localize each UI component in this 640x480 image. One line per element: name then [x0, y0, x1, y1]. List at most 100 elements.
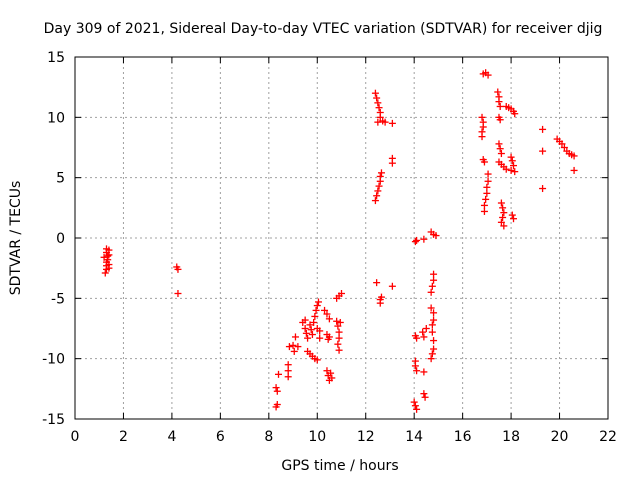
- data-point: [334, 322, 342, 330]
- data-point: [284, 367, 292, 375]
- data-point: [375, 104, 383, 112]
- x-tick-label: 22: [599, 429, 617, 445]
- data-point: [301, 316, 309, 324]
- data-point: [430, 337, 438, 345]
- data-point: [427, 288, 435, 296]
- data-point: [311, 312, 319, 320]
- x-tick-label: 14: [405, 429, 423, 445]
- data-point: [510, 215, 518, 223]
- data-point: [174, 265, 182, 273]
- data-point: [324, 335, 332, 343]
- data-point: [419, 328, 427, 336]
- data-point: [411, 362, 419, 370]
- data-point: [570, 166, 578, 174]
- x-tick-label: 6: [216, 429, 225, 445]
- data-point: [428, 350, 436, 358]
- data-point: [427, 304, 435, 312]
- data-point: [377, 169, 385, 177]
- data-point: [558, 140, 566, 148]
- data-point: [335, 334, 343, 342]
- data-point: [325, 315, 333, 323]
- y-axis: -15 -10 -5 0 5 10 15: [42, 50, 608, 428]
- data-point: [100, 253, 108, 261]
- data-point: [427, 355, 435, 363]
- data-point: [430, 316, 438, 324]
- data-point: [377, 293, 385, 301]
- data-point: [323, 367, 331, 375]
- data-point: [500, 222, 508, 230]
- data-point: [420, 333, 428, 341]
- data-point: [482, 195, 490, 203]
- data-point: [539, 147, 547, 155]
- data-point: [413, 405, 421, 413]
- x-tick-label: 4: [167, 429, 176, 445]
- data-point: [338, 290, 345, 298]
- data-point: [101, 269, 109, 277]
- data-point: [507, 153, 515, 161]
- data-point: [328, 374, 336, 382]
- x-tick-label: 10: [308, 429, 326, 445]
- data-point: [428, 321, 436, 329]
- data-point: [321, 306, 329, 314]
- data-point: [308, 331, 316, 339]
- data-point: [413, 367, 421, 375]
- x-tick-label: 20: [551, 429, 569, 445]
- data-point: [306, 321, 314, 329]
- data-point: [483, 183, 491, 191]
- data-point: [301, 325, 309, 332]
- data-point: [539, 125, 547, 133]
- data-point: [480, 207, 488, 215]
- x-tick-label: 18: [502, 429, 520, 445]
- data-point: [496, 116, 504, 124]
- data-point: [496, 102, 504, 110]
- y-tick-label: 15: [47, 50, 65, 66]
- data-point: [105, 251, 113, 259]
- y-tick-label: -5: [51, 291, 65, 307]
- data-point: [495, 98, 503, 106]
- data-point: [374, 99, 382, 107]
- data-point: [336, 318, 344, 326]
- data-point: [478, 113, 486, 121]
- data-point: [511, 168, 519, 176]
- data-point: [499, 204, 507, 212]
- data-point: [316, 334, 324, 342]
- data-point: [312, 306, 320, 314]
- data-point: [480, 158, 488, 166]
- data-point: [294, 343, 302, 351]
- data-point: [479, 123, 487, 131]
- data-point: [430, 276, 438, 284]
- data-point: [285, 343, 293, 351]
- data-point: [374, 187, 382, 195]
- data-points: [100, 69, 578, 413]
- data-point: [430, 270, 438, 278]
- data-point: [289, 341, 297, 349]
- data-point: [508, 157, 516, 165]
- data-point: [373, 94, 381, 102]
- data-point: [411, 238, 419, 246]
- x-tick-label: 2: [119, 429, 128, 445]
- y-tick-label: -15: [42, 412, 65, 428]
- data-point: [483, 189, 491, 197]
- data-point: [371, 89, 379, 97]
- y-tick-label: 10: [47, 110, 65, 126]
- data-point: [508, 211, 516, 219]
- data-point: [420, 235, 428, 243]
- data-point: [313, 302, 321, 310]
- data-point: [413, 334, 421, 342]
- data-point: [497, 199, 505, 207]
- data-point: [497, 218, 505, 226]
- data-point: [333, 317, 341, 325]
- data-point: [428, 282, 436, 290]
- data-point: [376, 172, 384, 180]
- data-point: [334, 340, 342, 348]
- grid-lines: [75, 57, 608, 419]
- data-point: [478, 133, 486, 141]
- data-point: [272, 384, 280, 392]
- data-point: [560, 144, 568, 151]
- data-point: [310, 318, 318, 326]
- data-point: [484, 170, 492, 178]
- data-point: [302, 329, 310, 337]
- data-point: [290, 347, 298, 355]
- data-point: [275, 370, 283, 378]
